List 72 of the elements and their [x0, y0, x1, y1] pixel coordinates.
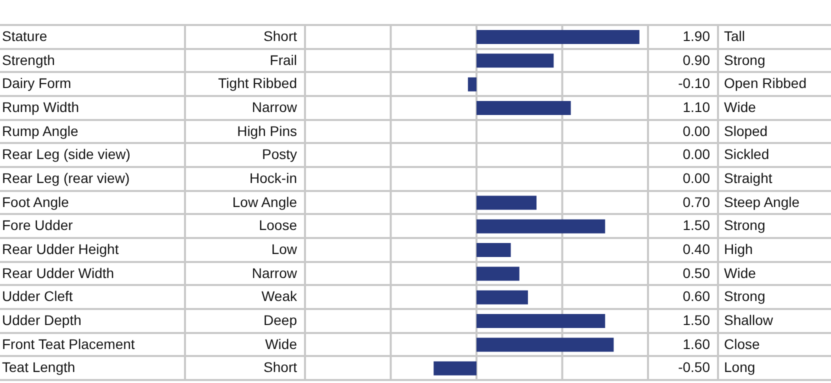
bar	[476, 219, 606, 234]
y-tick-label: Front Teat Placement	[2, 334, 136, 354]
text: Hock-in	[248, 169, 297, 188]
bar	[434, 361, 476, 376]
y-tick-label: Rump Width	[2, 98, 80, 117]
bar	[476, 314, 606, 328]
bar	[476, 290, 528, 304]
data-label: 1.50	[682, 311, 710, 330]
y-tick-label: Rump Angle	[2, 122, 80, 141]
y-tick-label: Udder Depth	[2, 311, 82, 330]
text: Strong	[724, 216, 766, 236]
text: Close	[724, 334, 761, 354]
bar	[476, 101, 571, 116]
y-tick-label: Foot Angle	[2, 192, 70, 212]
data-label: 0.70	[682, 192, 710, 212]
bar	[476, 196, 537, 210]
text: Short	[262, 358, 297, 378]
text: Wide	[724, 264, 757, 283]
text: Wide	[264, 334, 297, 354]
y-tick-label: Fore Udder	[2, 216, 74, 236]
text: Low Angle	[231, 192, 297, 212]
data-label: 0.00	[682, 122, 710, 141]
text: Short	[262, 27, 297, 46]
text: Narrow	[250, 264, 297, 283]
data-label: 1.50	[682, 216, 710, 236]
text: Tall	[724, 27, 746, 46]
y-tick-label: Rear Udder Width	[2, 264, 116, 283]
text: Shallow	[724, 311, 774, 330]
data-label: -0.50	[677, 358, 710, 378]
text: Sloped	[724, 122, 769, 141]
y-tick-label: Dairy Form	[2, 74, 72, 94]
bar	[476, 338, 614, 352]
text: Straight	[724, 169, 774, 188]
y-tick-label: Rear Udder Height	[2, 240, 120, 260]
bar	[476, 266, 520, 281]
y-tick-label: Strength	[2, 50, 56, 70]
y-tick-label: Teat Length	[2, 358, 76, 378]
text: High Pins	[236, 122, 297, 141]
text: Sickled	[724, 145, 770, 164]
text: Narrow	[250, 98, 297, 117]
y-tick-label: Rear Leg (rear view)	[2, 169, 131, 188]
data-label: 0.90	[682, 50, 710, 70]
bar	[476, 30, 640, 44]
data-label: 0.00	[682, 145, 710, 164]
y-tick-label: Stature	[2, 27, 48, 46]
data-label: 1.90	[682, 27, 710, 46]
data-label: 1.10	[682, 98, 710, 117]
text: High	[724, 240, 754, 260]
data-label: 1.60	[682, 334, 710, 354]
text: Loose	[258, 216, 297, 236]
text: Steep Angle	[724, 192, 801, 212]
text: Long	[724, 358, 756, 378]
text: Strong	[724, 287, 766, 306]
text: Posty	[260, 145, 297, 164]
text: Frail	[268, 50, 297, 70]
bar	[476, 54, 554, 68]
text: Tight Ribbed	[217, 74, 297, 94]
y-tick-label: Udder Cleft	[2, 287, 74, 306]
bar	[468, 77, 476, 92]
text: Open Ribbed	[724, 74, 808, 94]
data-label: 0.50	[682, 264, 710, 283]
data-label: 0.60	[682, 287, 710, 306]
text: Weak	[260, 287, 297, 306]
text: Wide	[724, 98, 757, 117]
y-tick-label: Rear Leg (side view)	[2, 145, 132, 164]
data-label: -0.10	[677, 74, 710, 94]
data-label: 0.00	[682, 169, 710, 188]
text: Deep	[262, 311, 297, 330]
bar	[476, 243, 511, 258]
data-label: 0.40	[682, 240, 710, 260]
text: Low	[270, 240, 297, 260]
text: Strong	[724, 50, 766, 70]
